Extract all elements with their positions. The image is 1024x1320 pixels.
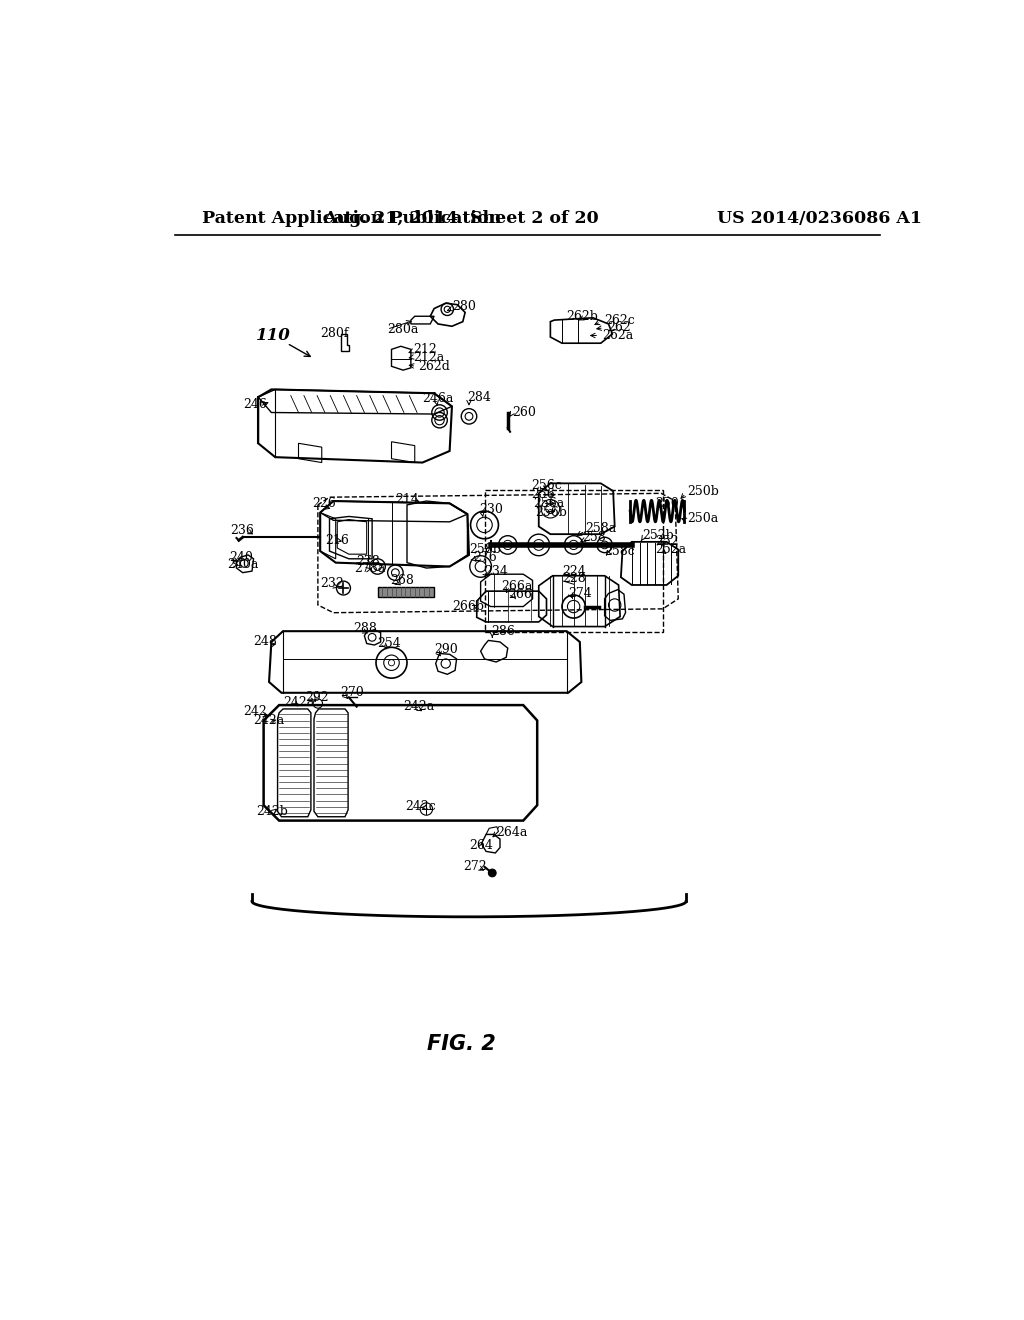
Text: 242c: 242c xyxy=(406,800,436,813)
Text: 262d: 262d xyxy=(419,360,451,372)
Text: 258c: 258c xyxy=(604,545,635,557)
Text: 242a: 242a xyxy=(283,696,314,709)
Text: 260: 260 xyxy=(512,407,537,418)
Circle shape xyxy=(488,869,496,876)
Text: 266b: 266b xyxy=(452,601,484,612)
Text: 250: 250 xyxy=(655,496,679,510)
Text: 250b: 250b xyxy=(687,484,720,498)
Text: 280f: 280f xyxy=(321,327,349,341)
Text: US 2014/0236086 A1: US 2014/0236086 A1 xyxy=(717,210,922,227)
Text: 248: 248 xyxy=(254,635,278,648)
Text: 242b: 242b xyxy=(257,805,289,818)
Text: 256a: 256a xyxy=(534,496,564,510)
Text: 240a: 240a xyxy=(227,558,259,572)
Text: 110: 110 xyxy=(256,327,291,345)
Text: 258b: 258b xyxy=(469,543,501,556)
Text: 266a: 266a xyxy=(502,579,532,593)
Text: 242a: 242a xyxy=(254,714,285,727)
Text: 240: 240 xyxy=(228,550,253,564)
Text: 262: 262 xyxy=(607,321,631,334)
Text: 258: 258 xyxy=(583,531,606,544)
Text: 252a: 252a xyxy=(655,543,686,556)
Text: 212a: 212a xyxy=(414,351,444,363)
Bar xyxy=(484,490,663,632)
Text: 216: 216 xyxy=(326,533,349,546)
Text: 262a: 262a xyxy=(602,329,634,342)
Text: 278a: 278a xyxy=(354,562,386,576)
Text: 212: 212 xyxy=(414,343,437,356)
Text: 214: 214 xyxy=(395,492,419,506)
Text: 288: 288 xyxy=(352,622,377,635)
Text: Patent Application Publication: Patent Application Publication xyxy=(202,210,501,227)
Text: 262c: 262c xyxy=(604,314,635,326)
Text: 234: 234 xyxy=(484,565,508,578)
Text: 256: 256 xyxy=(531,487,555,500)
Text: FIG. 2: FIG. 2 xyxy=(427,1034,496,1053)
Text: 258a: 258a xyxy=(586,521,616,535)
Bar xyxy=(378,586,434,597)
Text: 252: 252 xyxy=(655,536,679,548)
Text: 226: 226 xyxy=(312,496,336,510)
Text: 262b: 262b xyxy=(566,310,598,323)
Text: 290: 290 xyxy=(434,643,458,656)
Text: 286: 286 xyxy=(490,624,515,638)
Text: 232: 232 xyxy=(321,577,344,590)
Text: 270: 270 xyxy=(340,686,365,700)
Text: 242: 242 xyxy=(243,705,266,718)
Text: 236: 236 xyxy=(230,524,254,537)
Text: 280: 280 xyxy=(452,300,476,313)
Text: 292: 292 xyxy=(305,690,329,704)
Text: 256b: 256b xyxy=(535,506,566,519)
Text: 242a: 242a xyxy=(403,700,434,713)
Text: 256c: 256c xyxy=(531,479,562,492)
Text: 228: 228 xyxy=(562,573,586,585)
Text: 224: 224 xyxy=(562,565,586,578)
Text: 230: 230 xyxy=(479,503,503,516)
Text: 266: 266 xyxy=(508,587,531,601)
Text: 250a: 250a xyxy=(687,512,719,525)
Text: 264a: 264a xyxy=(496,825,527,838)
Text: 268: 268 xyxy=(390,574,414,587)
Text: 264: 264 xyxy=(469,838,493,851)
Text: 280a: 280a xyxy=(387,323,418,335)
Text: 254: 254 xyxy=(378,638,401,649)
Text: 276: 276 xyxy=(473,550,497,564)
Text: 274: 274 xyxy=(568,587,592,601)
Text: 278: 278 xyxy=(356,554,380,568)
Text: 284: 284 xyxy=(467,391,492,404)
Text: 246: 246 xyxy=(243,399,266,412)
Text: 246a: 246a xyxy=(423,392,454,405)
Text: Aug. 21, 2014  Sheet 2 of 20: Aug. 21, 2014 Sheet 2 of 20 xyxy=(324,210,599,227)
Text: 272: 272 xyxy=(463,861,486,874)
Text: 252b: 252b xyxy=(643,529,675,543)
